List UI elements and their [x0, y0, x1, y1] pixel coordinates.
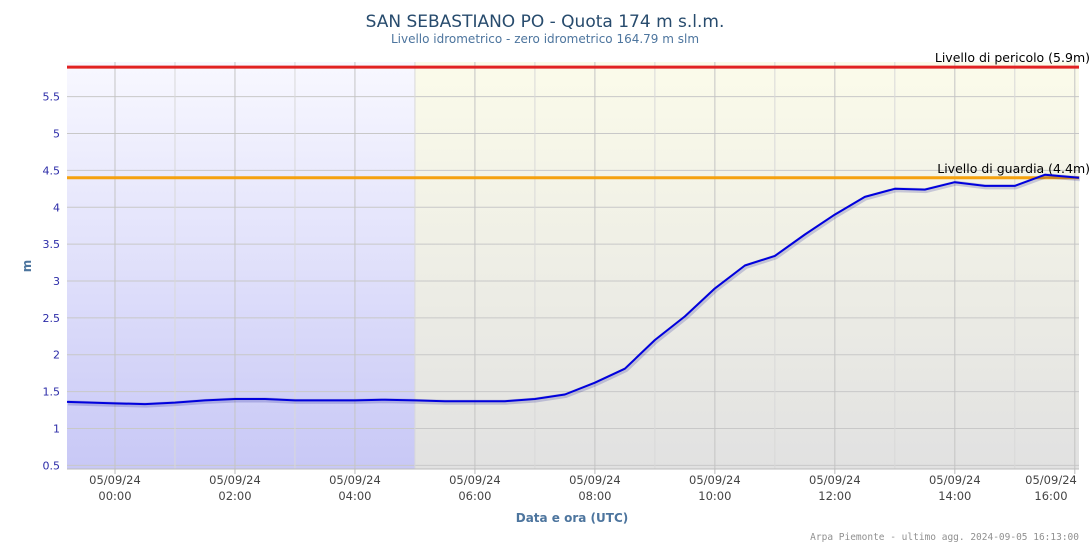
x-tick-time: 06:00	[458, 489, 491, 503]
y-axis-title: m	[20, 260, 34, 273]
x-tick-date: 05/09/24	[689, 473, 741, 487]
series-group	[66, 173, 1081, 408]
x-tick-time: 02:00	[218, 489, 251, 503]
plot-bands	[67, 62, 1079, 469]
y-tick-label: 0.5	[43, 459, 61, 472]
y-tick-label: 3	[53, 275, 60, 288]
y-tick-label: 5	[53, 128, 60, 141]
x-tick-date: 05/09/24	[89, 473, 141, 487]
credits: Arpa Piemonte - ultimo agg. 2024-09-05 1…	[810, 532, 1079, 543]
y-tick-label: 4	[53, 201, 60, 214]
x-tick-date: 05/09/24	[1025, 473, 1077, 487]
y-tick-label: 1	[53, 422, 60, 435]
y-tick-label: 5.5	[43, 91, 61, 104]
x-tick-time: 08:00	[578, 489, 611, 503]
x-tick-time: 04:00	[338, 489, 371, 503]
x-tick-time: 10:00	[698, 489, 731, 503]
y-tick-label: 3.5	[43, 238, 61, 251]
x-axis-ticks: 05/09/24 00:00 05/09/24 02:00 05/09/24 04:00 0…	[89, 469, 1077, 503]
reference-line-label-2: Livello di guardia (4.4m)	[937, 161, 1090, 176]
reference-line-label-1: Livello di pericolo (5.9m)	[935, 50, 1090, 65]
x-tick-time: 00:00	[98, 489, 131, 503]
reference-lines: Livello di pericolo (5.9m) Livello di gua…	[67, 50, 1090, 180]
x-tick-time: 14:00	[938, 489, 971, 503]
chart-title: SAN SEBASTIANO PO - Quota 174 m s.l.m.	[366, 12, 725, 32]
x-tick-date: 05/09/24	[209, 473, 261, 487]
x-tick-date: 05/09/24	[329, 473, 381, 487]
y-tick-label: 2	[53, 349, 60, 362]
x-tick-date: 05/09/24	[929, 473, 981, 487]
x-tick-date: 05/09/24	[449, 473, 501, 487]
grid	[67, 62, 1079, 470]
x-tick-time: 12:00	[818, 489, 851, 503]
x-tick-date: 05/09/24	[809, 473, 861, 487]
x-axis-title: Data e ora (UTC)	[516, 511, 629, 525]
y-axis-ticks: 0.5 1 1.5 2 2.5 3 3.5 4 4.5 5 5.5	[43, 91, 61, 473]
plot-band-1	[67, 62, 415, 469]
series-line	[66, 173, 1080, 406]
y-tick-label: 1.5	[43, 386, 61, 399]
x-tick-date: 05/09/24	[569, 473, 621, 487]
y-tick-label: 2.5	[43, 312, 61, 325]
y-tick-label: 4.5	[43, 164, 61, 177]
chart-subtitle: Livello idrometrico - zero idrometrico 1…	[391, 32, 699, 46]
x-tick-time: 16:00	[1034, 489, 1067, 503]
